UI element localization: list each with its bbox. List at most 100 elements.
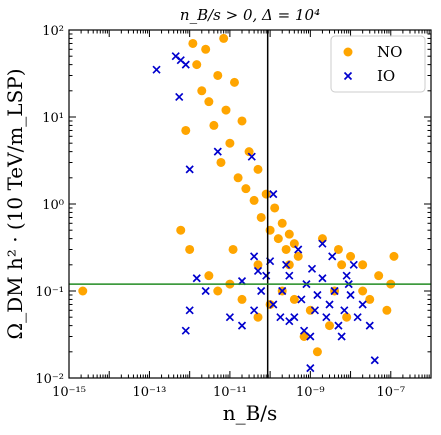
data-point-no [337,260,347,270]
data-point-no [289,239,299,249]
data-point-io [322,313,331,322]
y-tick-label: 10¹ [42,111,64,126]
x-tick-label: 10⁻⁷ [376,385,405,400]
data-point-no [228,244,238,254]
data-point-no [253,312,263,322]
data-point-no [181,125,191,135]
y-tick-label: 10⁻¹ [35,285,64,300]
data-point-io [278,286,287,296]
data-point-no [284,229,294,239]
data-point-no [358,260,368,270]
data-point-no [192,60,202,70]
data-point-no [365,294,375,304]
data-point-io [201,286,210,296]
legend-label-io: IO [377,67,395,85]
data-point-io [346,290,355,300]
x-tick-label: 10⁻¹³ [133,385,167,400]
data-point-no [209,120,219,130]
data-point-no [176,225,186,235]
data-point-io [213,147,222,156]
x-tick-label: 10⁻⁹ [296,385,325,400]
data-point-no [374,271,384,281]
data-point-io [340,306,349,315]
data-point-io [370,356,379,365]
data-point-io [365,321,374,330]
data-point-no [253,164,263,174]
data-point-io [192,274,201,283]
data-point-no [333,244,343,254]
data-point-io [328,252,337,261]
data-point-no [389,251,399,261]
data-point-io [175,92,184,102]
data-point-io [185,165,194,174]
legend-box [330,35,426,93]
data-point-io [358,300,367,309]
data-point-no [346,251,356,261]
legend-marker-io [343,71,353,81]
data-point-io [330,286,339,296]
data-point-no [213,286,223,296]
data-point-no [382,305,392,315]
data-point-io [181,60,190,69]
data-point-no [305,305,315,315]
chart-title: n_B/s > 0, Δ = 10⁴ [180,6,320,24]
data-point-no [219,33,229,43]
x-tick-label: 10⁻¹⁵ [52,385,86,400]
data-point-io [257,286,266,296]
data-point-io [334,321,343,330]
data-point-no [253,260,263,270]
data-point-no [293,251,303,261]
data-point-io [185,306,194,315]
data-point-no [233,173,243,183]
data-point-io [310,306,320,315]
data-point-io [237,321,247,330]
data-point-no [213,70,223,80]
data-point-io [250,306,259,315]
data-point-no [229,77,239,87]
data-point-no [237,294,247,304]
x-axis-label: n_B/s [223,401,278,425]
data-point-no [78,286,88,296]
axis-ticks: 10⁻¹⁵ 10⁻¹³ 10⁻¹¹ 10⁻⁹ 10⁻⁷ 10⁻² 10⁻¹ 10⁰ 10¹ 10² [35,24,432,400]
data-point-no [237,116,247,126]
data-point-no [284,260,294,270]
data-point-no [241,184,251,194]
data-point-io [152,65,161,74]
data-point-no [358,286,368,296]
data-point-io [250,252,259,261]
data-point-io [342,271,351,280]
data-point-no [277,218,287,228]
data-point-no [312,347,322,357]
data-point-no [261,189,271,199]
data-point-io [181,326,190,335]
data-point-no [299,331,309,341]
data-point-no [270,203,280,213]
data-point-io [306,332,315,341]
data-point-io [247,152,256,161]
data-point-io [282,260,291,269]
data-point-no [197,86,207,96]
legend: NO IO [330,35,426,93]
data-point-no [201,44,211,54]
data-point-io [353,313,362,322]
y-tick-label: 10² [42,24,64,39]
data-point-io [253,266,263,276]
data-point-no [216,157,226,167]
data-point-io [225,313,234,322]
data-point-io [300,326,309,335]
data-point-io [285,317,294,326]
data-point-no [185,244,195,254]
data-point-no [281,244,291,254]
data-point-io [285,271,294,280]
data-point-no [273,234,283,244]
x-tick-label: 10⁻¹¹ [213,385,247,400]
data-point-no [221,105,231,115]
data-point-no [289,294,299,304]
legend-label-no: NO [377,43,402,61]
data-point-io [318,274,327,283]
data-point-io [313,290,322,300]
data-point-no [204,271,214,281]
data-point-io [276,313,285,322]
reference-lines [69,30,431,378]
